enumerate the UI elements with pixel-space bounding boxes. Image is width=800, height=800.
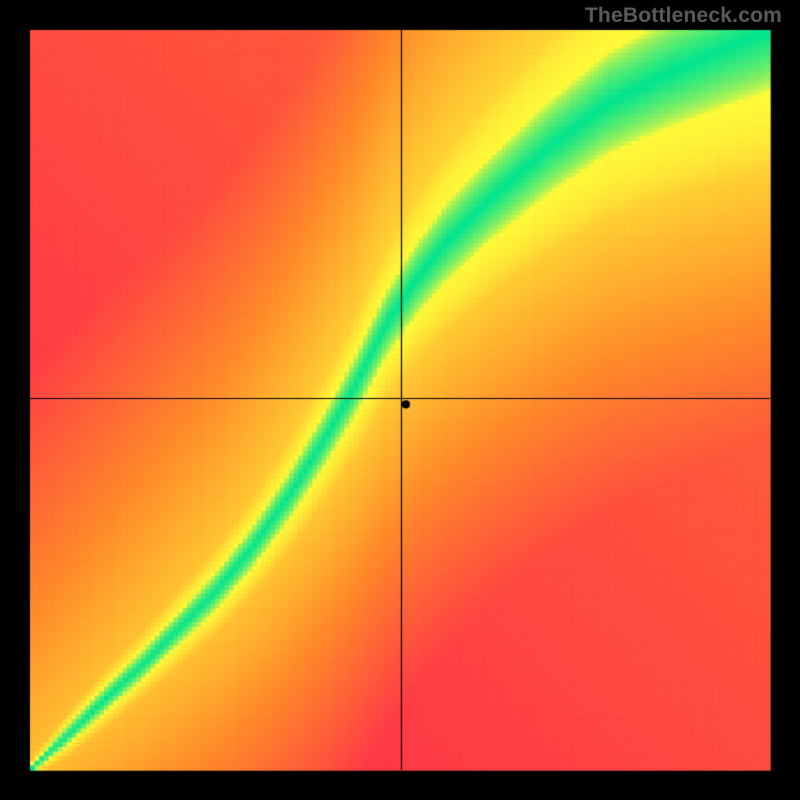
heatmap-canvas <box>0 0 800 800</box>
watermark-text: TheBottleneck.com <box>585 4 782 28</box>
chart-container: TheBottleneck.com <box>0 0 800 800</box>
